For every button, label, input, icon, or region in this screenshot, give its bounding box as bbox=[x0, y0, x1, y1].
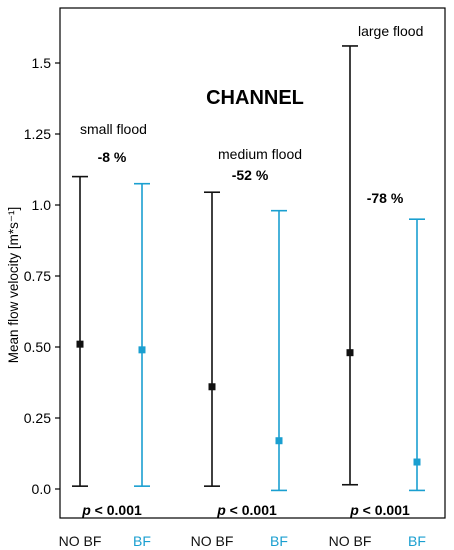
chart-title: CHANNEL bbox=[206, 87, 304, 109]
flood-label: small flood bbox=[80, 121, 147, 137]
y-tick-label: 0.25 bbox=[24, 410, 51, 426]
y-tick-label: 1.25 bbox=[24, 126, 51, 142]
category-label: NO BF bbox=[329, 533, 372, 549]
category-label: BF bbox=[133, 533, 151, 549]
mean-marker bbox=[275, 437, 283, 445]
y-axis-label: Mean flow velocity [m*s⁻¹] bbox=[6, 207, 21, 363]
flood-label: medium flood bbox=[218, 146, 302, 162]
p-value-threshold: < 0.001 bbox=[91, 502, 142, 518]
y-tick-label: 0.0 bbox=[32, 481, 52, 497]
mean-marker bbox=[413, 458, 421, 466]
category-label: NO BF bbox=[59, 533, 102, 549]
mean-marker bbox=[138, 346, 146, 354]
change-percent: -78 % bbox=[367, 190, 404, 206]
category-label: BF bbox=[408, 533, 426, 549]
p-value-symbol: p bbox=[349, 502, 359, 518]
p-value: p < 0.001 bbox=[349, 502, 410, 518]
y-tick-label: 0.75 bbox=[24, 268, 51, 284]
y-tick-label: 0.50 bbox=[24, 339, 51, 355]
category-label: BF bbox=[270, 533, 288, 549]
y-tick-label: 1.5 bbox=[32, 55, 52, 71]
y-tick-label: 1.0 bbox=[32, 197, 52, 213]
flood-label: large flood bbox=[358, 23, 423, 39]
change-percent: -8 % bbox=[98, 149, 127, 165]
mean-marker bbox=[208, 383, 216, 391]
p-value-threshold: < 0.001 bbox=[226, 502, 277, 518]
mean-marker bbox=[76, 340, 84, 348]
p-value-symbol: p bbox=[81, 502, 91, 518]
p-value: p < 0.001 bbox=[81, 502, 142, 518]
p-value: p < 0.001 bbox=[216, 502, 277, 518]
change-percent: -52 % bbox=[232, 167, 269, 183]
mean-marker bbox=[346, 349, 354, 357]
category-label: NO BF bbox=[191, 533, 234, 549]
p-value-threshold: < 0.001 bbox=[359, 502, 410, 518]
plot-frame bbox=[59, 7, 446, 519]
p-value-symbol: p bbox=[216, 502, 226, 518]
